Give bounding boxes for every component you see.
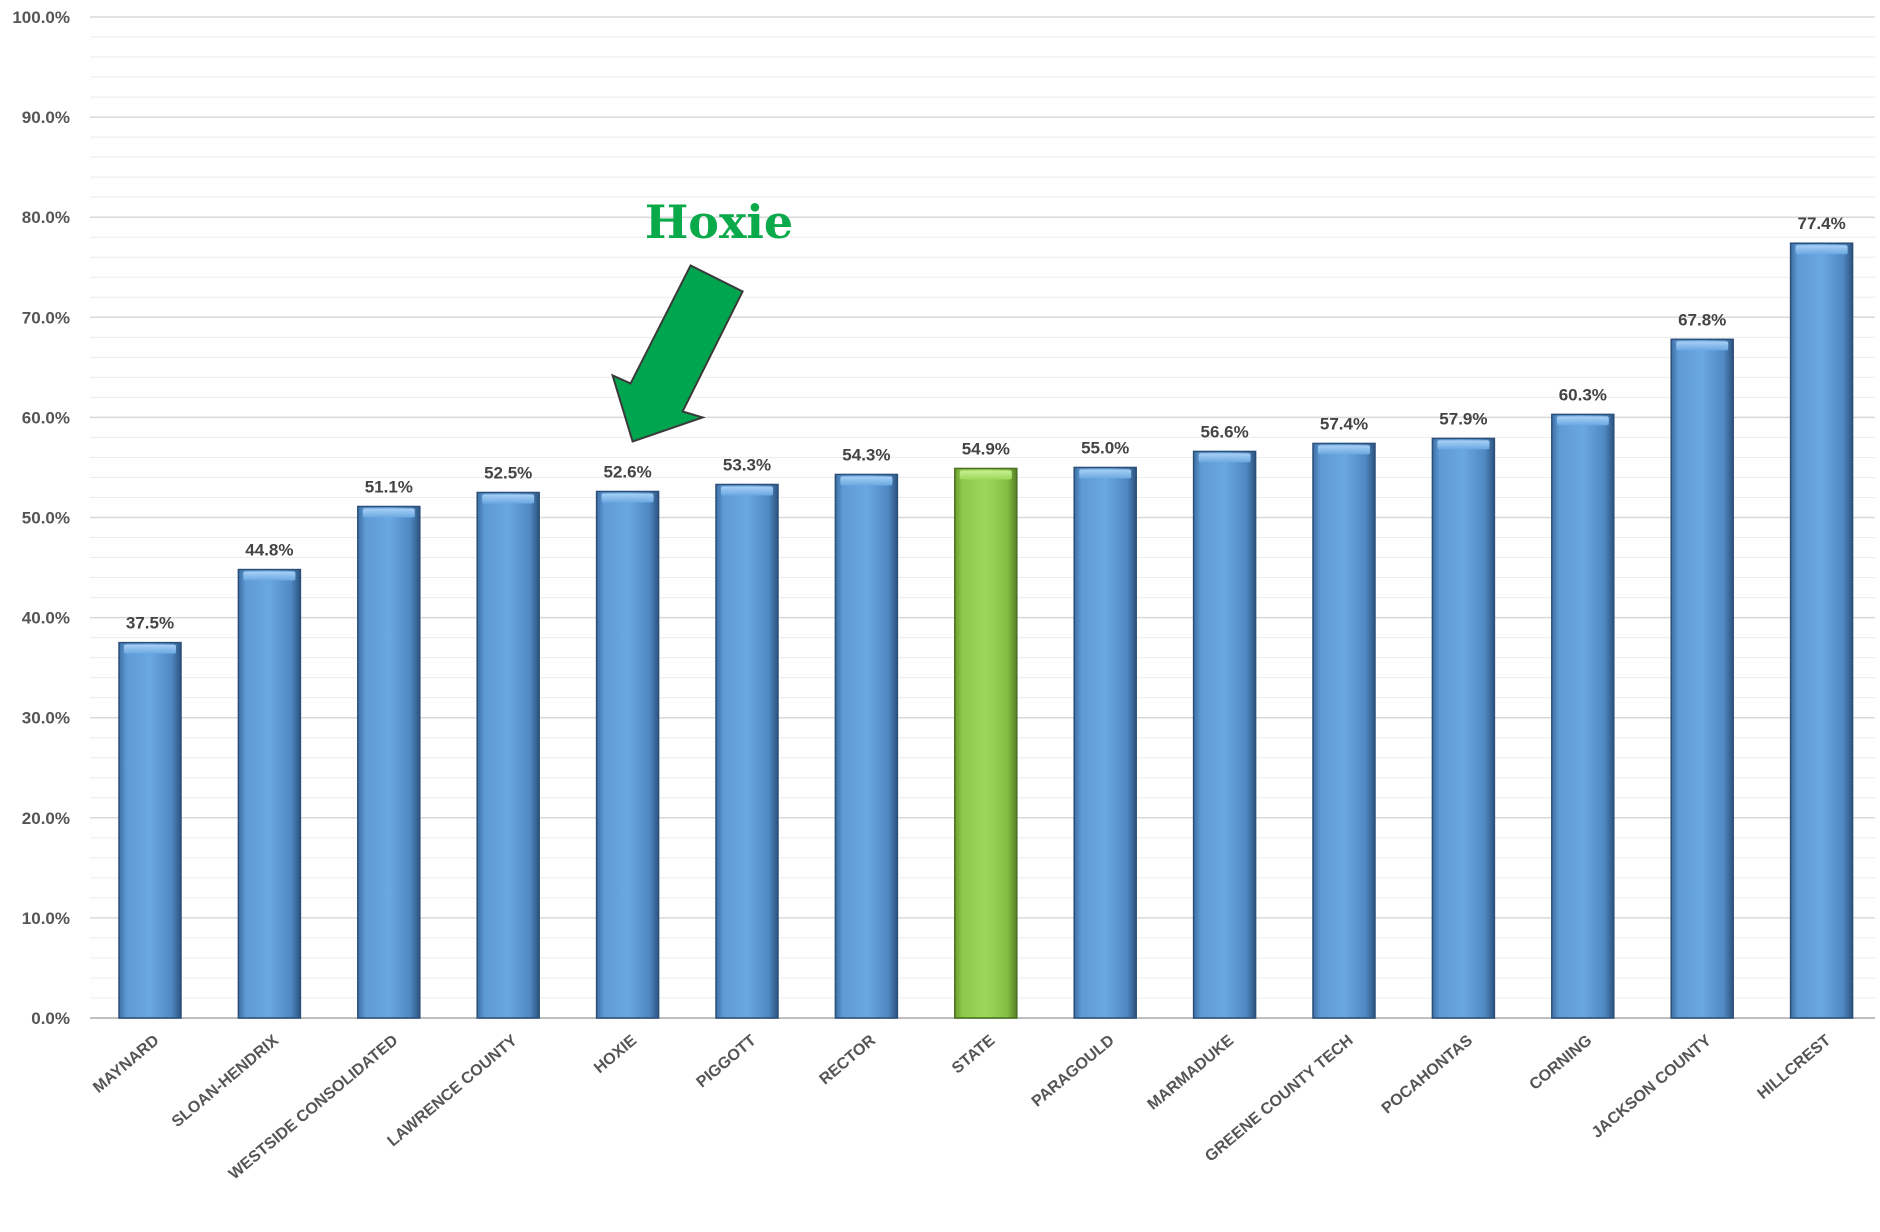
y-tick-label: 50.0% [22, 509, 70, 528]
data-label: 53.3% [723, 455, 771, 474]
bar [1551, 413, 1615, 1019]
bar-highlight [362, 508, 415, 518]
bar [834, 473, 899, 1019]
data-label: 51.1% [365, 477, 413, 496]
data-label: 57.4% [1320, 414, 1368, 433]
y-tick-label: 10.0% [22, 909, 70, 928]
y-axis: 0.0% 10.0% 20.0% 30.0% 40.0% 50.0% 60.0% 70.0% 8… [12, 8, 70, 1028]
category-label: PARAGOULD [1029, 1032, 1118, 1111]
bar-highlight [1079, 469, 1132, 479]
data-label: 77.4% [1797, 214, 1845, 233]
bar [237, 568, 302, 1019]
bar-highlight [601, 493, 654, 503]
y-tick-label: 60.0% [22, 408, 70, 427]
bar-highlight [959, 470, 1012, 480]
bar-highlight [243, 571, 296, 581]
bar [1312, 442, 1376, 1019]
bar [595, 490, 660, 1019]
bar-maynard [118, 641, 182, 1019]
data-label: 54.3% [842, 445, 890, 464]
data-label: 57.9% [1439, 409, 1487, 428]
category-label: STATE [949, 1032, 999, 1077]
bar-highlight [721, 486, 773, 496]
bar-highlight [1318, 445, 1370, 455]
category-label: MARMADUKE [1145, 1032, 1238, 1114]
bar-highlight [1795, 245, 1848, 255]
bar-highlight [1437, 440, 1490, 450]
annotation: Hoxie [611, 195, 793, 443]
bar [476, 491, 540, 1019]
bar [1789, 242, 1854, 1019]
y-tick-label: 30.0% [22, 709, 70, 728]
category-label: PIGGOTT [693, 1032, 759, 1091]
bar-hillcrest [1789, 242, 1854, 1019]
bar-greene-county-tech [1312, 442, 1376, 1019]
category-label: RECTOR [817, 1032, 880, 1089]
data-label: 55.0% [1081, 438, 1129, 457]
bar [715, 483, 779, 1019]
bar-highlight [840, 476, 893, 486]
category-label: SLOAN-HENDRIX [169, 1032, 282, 1131]
bar-rector [834, 473, 899, 1019]
bar [118, 641, 182, 1019]
y-tick-label: 100.0% [12, 8, 70, 27]
bar-corning [1551, 413, 1615, 1019]
bar-marmaduke [1192, 450, 1257, 1019]
bar [1670, 338, 1734, 1019]
bar-jackson-county [1670, 338, 1734, 1019]
data-label: 52.6% [603, 462, 651, 481]
bar [1431, 437, 1496, 1019]
bar-highlight [1676, 341, 1729, 351]
bar-highlight [1556, 416, 1609, 426]
bar-sloan-hendrix [237, 568, 302, 1019]
y-tick-label: 20.0% [22, 809, 70, 828]
bar-highlight [482, 494, 535, 504]
y-tick-label: 0.0% [31, 1009, 70, 1028]
y-tick-label: 80.0% [22, 208, 70, 227]
bar-pocahontas [1431, 437, 1496, 1019]
y-tick-label: 90.0% [22, 108, 70, 127]
data-label: 56.6% [1200, 422, 1248, 441]
category-label: HOXIE [591, 1032, 640, 1077]
bar-lawrence-county [476, 491, 540, 1019]
bars [118, 242, 1854, 1019]
bar-highlight [1198, 453, 1251, 463]
bar-state [954, 467, 1018, 1019]
category-label: LAWRENCE COUNTY [385, 1032, 521, 1150]
category-label: JACKSON COUNTY [1589, 1032, 1715, 1142]
annotation-label: Hoxie [645, 195, 793, 249]
data-label: 54.9% [962, 439, 1010, 458]
data-label: 60.3% [1559, 385, 1607, 404]
category-label: HILLCREST [1754, 1032, 1834, 1103]
bar-westside-consolidated [357, 505, 421, 1019]
data-label: 44.8% [245, 541, 293, 560]
data-label: 67.8% [1678, 310, 1726, 329]
bar [1073, 466, 1137, 1019]
bar-paragould [1073, 466, 1137, 1019]
data-label: 37.5% [126, 614, 174, 633]
annotation-arrow-icon [611, 264, 744, 443]
category-label: POCAHONTAS [1379, 1032, 1476, 1118]
bar-hoxie [595, 490, 660, 1019]
category-label: MAYNARD [90, 1032, 162, 1097]
data-labels: 37.5% 44.8% 51.1% 52.5% 52.6% 53.3% 54.3% 54.9%… [126, 214, 1846, 632]
data-label: 52.5% [484, 463, 532, 482]
bar-piggott [715, 483, 779, 1019]
y-tick-label: 40.0% [22, 609, 70, 628]
bar [1192, 450, 1257, 1019]
bar [954, 467, 1018, 1019]
y-tick-label: 70.0% [22, 308, 70, 327]
category-label: CORNING [1527, 1032, 1596, 1094]
bar-highlight [124, 644, 176, 654]
bar [357, 505, 421, 1019]
